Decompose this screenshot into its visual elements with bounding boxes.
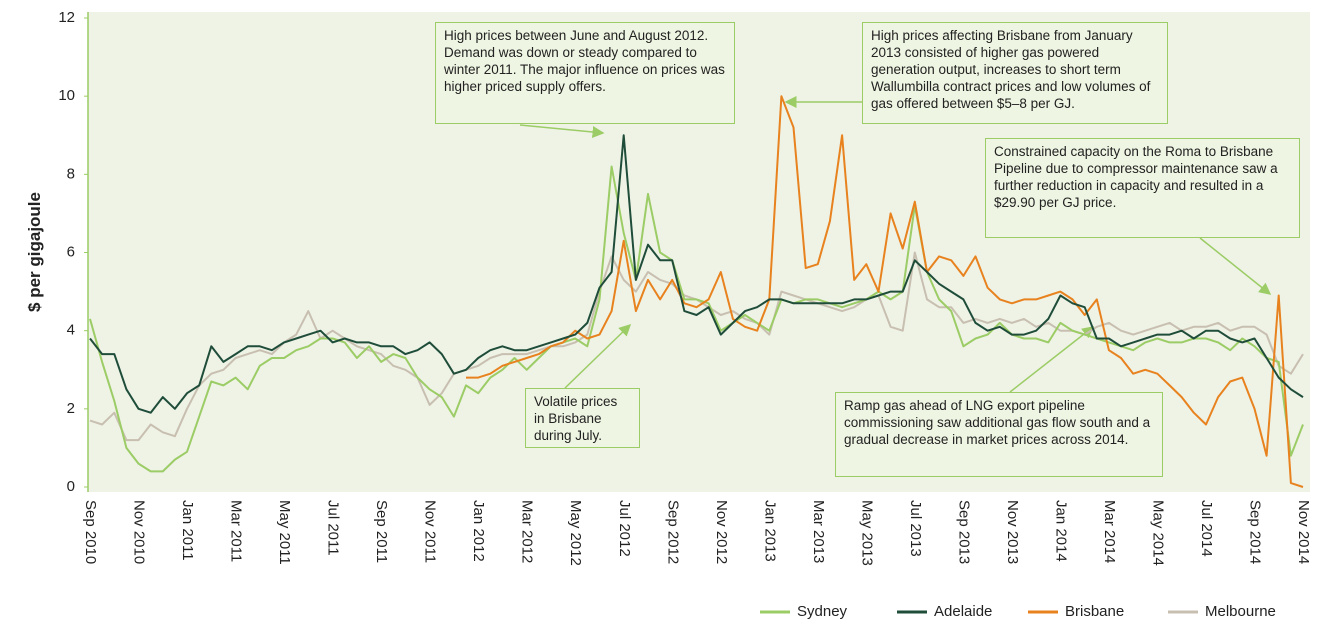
x-tick-label: May 2013	[858, 500, 875, 566]
x-tick-label: Mar 2013	[810, 500, 827, 563]
annotation: Ramp gas ahead of LNG export pipeline co…	[835, 392, 1163, 477]
annotation: Constrained capacity on the Roma to Bris…	[985, 138, 1300, 238]
x-tick-label: Mar 2014	[1101, 500, 1118, 563]
legend-label: Sydney	[797, 603, 848, 620]
x-tick-label: Jul 2011	[325, 500, 342, 556]
legend-label: Brisbane	[1065, 603, 1124, 620]
arrow	[519, 124, 605, 138]
x-tick-label: Jul 2013	[907, 500, 924, 557]
x-tick-label: Jan 2012	[470, 500, 487, 562]
x-tick-label: Nov 2013	[1004, 500, 1021, 564]
y-tick-label: 4	[67, 322, 75, 339]
x-tick-label: Jan 2014	[1052, 500, 1069, 562]
series-line	[89, 134, 1304, 414]
y-tick-label: 12	[58, 9, 75, 26]
x-tick-label: Mar 2011	[228, 500, 245, 562]
x-tick-label: Nov 2010	[131, 500, 148, 564]
x-tick-label: May 2012	[567, 500, 584, 566]
x-tick-label: Nov 2012	[713, 500, 730, 564]
y-tick-label: 0	[67, 478, 75, 495]
arrow	[564, 323, 632, 389]
x-tick-label: May 2014	[1149, 500, 1166, 566]
x-tick-label: Nov 2011	[422, 500, 439, 563]
x-tick-label: Jan 2011	[179, 500, 196, 561]
y-tick-label: 10	[58, 87, 75, 104]
x-tick-label: Nov 2014	[1295, 500, 1312, 564]
series-line	[89, 165, 1304, 473]
y-tick-label: 6	[67, 243, 75, 260]
arrow	[1009, 326, 1095, 393]
x-tick-label: Sep 2012	[664, 500, 681, 564]
x-tick-label: Sep 2011	[373, 500, 390, 563]
x-tick-label: Sep 2014	[1247, 500, 1264, 564]
annotation: High prices between June and August 2012…	[435, 22, 735, 124]
x-tick-label: Jul 2012	[616, 500, 633, 557]
series-line	[466, 95, 1304, 488]
x-tick-label: May 2011	[276, 500, 293, 565]
annotation: High prices affecting Brisbane from Janu…	[862, 22, 1168, 124]
x-tick-label: Jan 2013	[761, 500, 778, 562]
arrow	[1199, 237, 1272, 295]
annotation-arrows	[519, 96, 1272, 393]
legend-label: Melbourne	[1205, 603, 1276, 620]
annotation: Volatile prices in Brisbane during July.	[525, 388, 640, 448]
y-axis-title: $ per gigajoule	[25, 192, 44, 312]
x-tick-label: Sep 2013	[955, 500, 972, 564]
legend-label: Adelaide	[934, 603, 992, 620]
x-tick-label: Sep 2010	[82, 500, 99, 564]
y-tick-label: 2	[67, 400, 75, 417]
y-tick-label: 8	[67, 165, 75, 182]
x-tick-label: Jul 2014	[1198, 500, 1215, 557]
x-tick-label: Mar 2012	[519, 500, 536, 563]
